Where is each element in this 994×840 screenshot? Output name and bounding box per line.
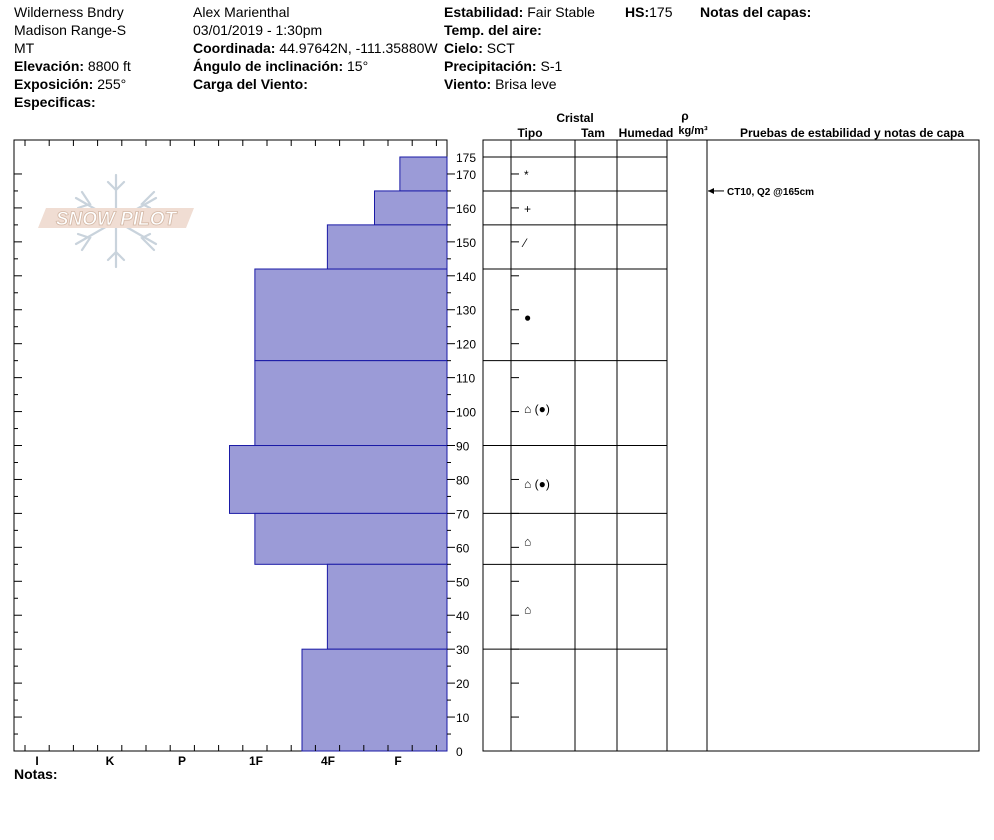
stability-value: Fair Stable bbox=[527, 4, 595, 20]
stability: Estabilidad: Fair Stable bbox=[444, 3, 595, 21]
header-size: Tam bbox=[581, 126, 605, 140]
location-line1: Wilderness Bndry bbox=[14, 4, 124, 20]
hardness-bar-6 bbox=[254, 512, 448, 565]
hardness-bar-0 bbox=[399, 156, 448, 192]
wind-label: Viento: bbox=[444, 76, 492, 92]
hardness-label-f: F bbox=[394, 754, 401, 768]
location-line2: Madison Range-S bbox=[14, 22, 127, 38]
crystal-symbol-4: ⌂ (●) bbox=[524, 402, 550, 416]
height-label-110: 110 bbox=[456, 372, 475, 386]
slope-angle: Ángulo de inclinación: 15° bbox=[193, 57, 368, 75]
hardness-bar-7 bbox=[326, 563, 448, 650]
hardness-label-p: P bbox=[178, 754, 186, 768]
hardness-bar-2 bbox=[326, 224, 448, 270]
hs: HS:175 bbox=[625, 3, 672, 21]
layer-notes-heading: Notas del capas: bbox=[700, 3, 811, 21]
height-label-40: 40 bbox=[456, 609, 470, 623]
hardness-bar-5 bbox=[229, 445, 448, 514]
sky-value: SCT bbox=[486, 40, 515, 56]
stability-label: Estabilidad: bbox=[444, 4, 524, 20]
wind-load: Carga del Viento: bbox=[193, 75, 308, 93]
hardness-bar-4 bbox=[254, 360, 448, 447]
coord-label: Coordinada: bbox=[193, 40, 276, 56]
height-label-50: 50 bbox=[456, 575, 470, 589]
height-label-30: 30 bbox=[456, 643, 470, 657]
hs-value: 175 bbox=[649, 4, 673, 20]
elevation-value: 8800 ft bbox=[87, 58, 131, 74]
stability-test-arrow-0 bbox=[708, 187, 714, 194]
hardness-bar-1 bbox=[374, 190, 448, 226]
height-label-60: 60 bbox=[456, 541, 470, 555]
height-label-80: 80 bbox=[456, 473, 470, 487]
height-label-130: 130 bbox=[456, 304, 476, 318]
crystal-symbol-1: + bbox=[524, 202, 531, 216]
logo-text: SNOW PILOT bbox=[56, 209, 178, 230]
stability-test-text-0: CT10, Q2 @165cm bbox=[727, 187, 814, 198]
specifics-label: Especificas: bbox=[14, 94, 96, 110]
height-label-140: 140 bbox=[456, 270, 476, 284]
height-label-10: 10 bbox=[456, 711, 470, 725]
crystal-symbol-7: ⌂ bbox=[524, 602, 531, 616]
height-label-160: 160 bbox=[456, 202, 476, 216]
header-tests: Pruebas de estabilidad y notas de capa bbox=[740, 126, 964, 140]
slope-label: Ángulo de inclinación: bbox=[193, 58, 344, 74]
hardness-label-i: I bbox=[35, 754, 38, 768]
header-rho: ρ bbox=[681, 109, 688, 123]
observer: Alex Marienthal bbox=[193, 4, 290, 20]
sky-label: Cielo: bbox=[444, 40, 483, 56]
aspect-value: 255° bbox=[97, 76, 127, 92]
crystal-symbol-2: ⁄ bbox=[521, 236, 528, 250]
datetime: 03/01/2019 - 1:30pm bbox=[193, 22, 323, 38]
wind: Viento: Brisa leve bbox=[444, 75, 557, 93]
wind-value: Brisa leve bbox=[495, 76, 557, 92]
precip-value: S-1 bbox=[540, 58, 563, 74]
slope-value: 15° bbox=[347, 58, 369, 74]
crystal-symbol-5: ⌂ (●) bbox=[524, 477, 550, 491]
precip-label: Precipitación: bbox=[444, 58, 537, 74]
hardness-bar-8 bbox=[301, 648, 448, 752]
height-label-20: 20 bbox=[456, 677, 470, 691]
height-label-120: 120 bbox=[456, 338, 476, 352]
air-temp: Temp. del aire: bbox=[444, 21, 542, 39]
aspect-label: Exposición: bbox=[14, 76, 94, 92]
elevation-label: Elevación: bbox=[14, 58, 85, 74]
crystal-symbol-6: ⌂ bbox=[524, 535, 531, 549]
aspect: Exposición: 255° bbox=[14, 75, 126, 93]
elevation: Elevación: 8800 ft bbox=[14, 57, 131, 75]
height-label-170: 170 bbox=[456, 168, 476, 182]
height-label-0: 0 bbox=[456, 745, 463, 759]
hardness-label-1f: 1F bbox=[249, 754, 263, 768]
location-line3: MT bbox=[14, 40, 35, 56]
hardness-label-4f: 4F bbox=[321, 754, 335, 768]
header-density-unit: kg/m³ bbox=[678, 125, 708, 137]
header-moisture: Humedad bbox=[619, 126, 674, 140]
height-label-150: 150 bbox=[456, 236, 476, 250]
coord-value: 44.97642N, -111.35880W bbox=[279, 40, 438, 56]
crystal-symbol-3: ● bbox=[524, 311, 531, 325]
hs-label: HS: bbox=[625, 4, 650, 20]
precipitation: Precipitación: S-1 bbox=[444, 57, 562, 75]
air-temp-label: Temp. del aire: bbox=[444, 22, 542, 38]
snowpilot-logo: SNOW PILOT bbox=[38, 173, 194, 269]
hardness-bar-3 bbox=[254, 268, 448, 362]
height-label-70: 70 bbox=[456, 507, 470, 521]
notes-label: Notas: bbox=[14, 766, 58, 782]
hardness-label-k: K bbox=[106, 754, 115, 768]
crystal-symbol-0: * bbox=[524, 168, 529, 182]
header-type: Tipo bbox=[517, 126, 542, 140]
height-label-175: 175 bbox=[456, 151, 476, 165]
height-label-100: 100 bbox=[456, 406, 476, 420]
coordinates: Coordinada: 44.97642N, -111.35880W bbox=[193, 39, 438, 57]
height-label-90: 90 bbox=[456, 440, 470, 454]
wind-load-label: Carga del Viento: bbox=[193, 76, 308, 92]
layer-notes-label: Notas del capas: bbox=[700, 4, 812, 20]
header-crystal: Cristal bbox=[556, 111, 593, 125]
specifics: Especificas: bbox=[14, 93, 96, 111]
sky: Cielo: SCT bbox=[444, 39, 515, 57]
